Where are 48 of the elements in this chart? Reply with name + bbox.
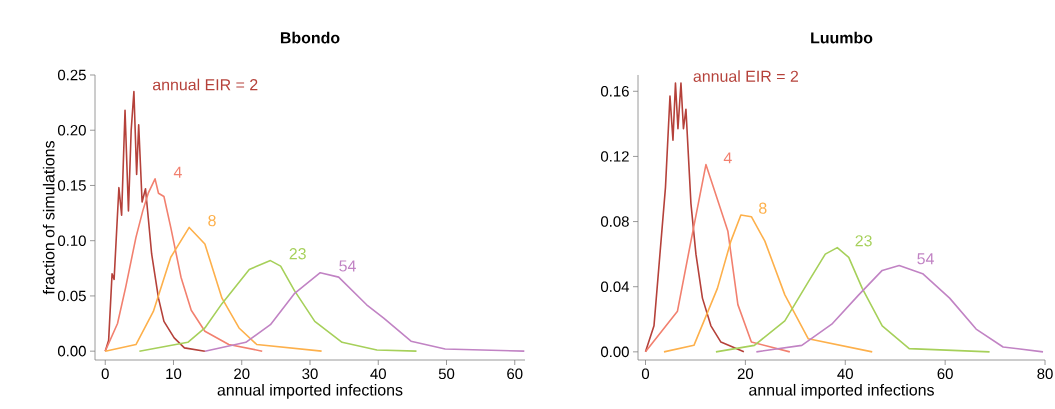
y-tick-label: 0.00 [57, 345, 86, 357]
x-tick-label: 50 [438, 368, 455, 380]
y-tick-label: 0.10 [57, 235, 86, 246]
x-tick-label: 10 [166, 368, 182, 380]
y-tick-label: 0.04 [600, 281, 630, 292]
y-axis-title: fraction of simulations [42, 141, 55, 295]
series-label: 8 [759, 202, 767, 214]
y-tick-label: 0.05 [57, 290, 86, 302]
line-series [755, 264, 1044, 353]
y-tick-label: 0.08 [600, 216, 629, 227]
line-series [104, 90, 206, 352]
series-label: 54 [339, 260, 356, 272]
line-series [138, 259, 418, 352]
y-tick-label: 0.15 [57, 180, 86, 191]
x-axis-title: annual imported infections [217, 383, 403, 399]
series-label: annual EIR = 2 [152, 78, 258, 91]
y-tick-label: 0.12 [600, 151, 629, 162]
series-label: 4 [173, 166, 182, 178]
line-series [644, 82, 745, 353]
series-label: 4 [723, 152, 732, 164]
line-series [644, 163, 791, 353]
y-tick-label: 0.00 [600, 346, 629, 358]
x-tick-label: 20 [234, 368, 250, 380]
series-label: 8 [208, 214, 216, 227]
chart-title: Luumbo [811, 31, 873, 44]
series-label: 54 [917, 253, 934, 265]
series-label: 23 [289, 248, 306, 260]
x-tick-label: 0 [641, 368, 650, 380]
x-tick-label: 20 [737, 368, 754, 380]
y-tick-label: 0.20 [57, 124, 86, 136]
line-series [104, 226, 323, 352]
x-tick-label: 60 [507, 368, 523, 380]
y-tick-label: 0.25 [57, 69, 86, 81]
line-series [715, 246, 991, 353]
line-series [204, 271, 526, 352]
x-tick-label: 80 [1037, 368, 1053, 380]
x-tick-label: 0 [101, 368, 109, 380]
x-tick-label: 40 [370, 368, 386, 380]
series-label: 23 [855, 235, 872, 247]
x-tick-label: 40 [837, 368, 853, 380]
x-tick-label: 60 [937, 368, 953, 380]
line-series [104, 178, 264, 352]
line-series [663, 214, 874, 353]
chart-title: Bbondo [280, 31, 340, 44]
y-tick-label: 0.16 [600, 85, 629, 97]
series-label: annual EIR = 2 [693, 70, 799, 82]
x-axis-title: annual imported infections [749, 383, 934, 399]
x-tick-label: 30 [302, 368, 318, 380]
